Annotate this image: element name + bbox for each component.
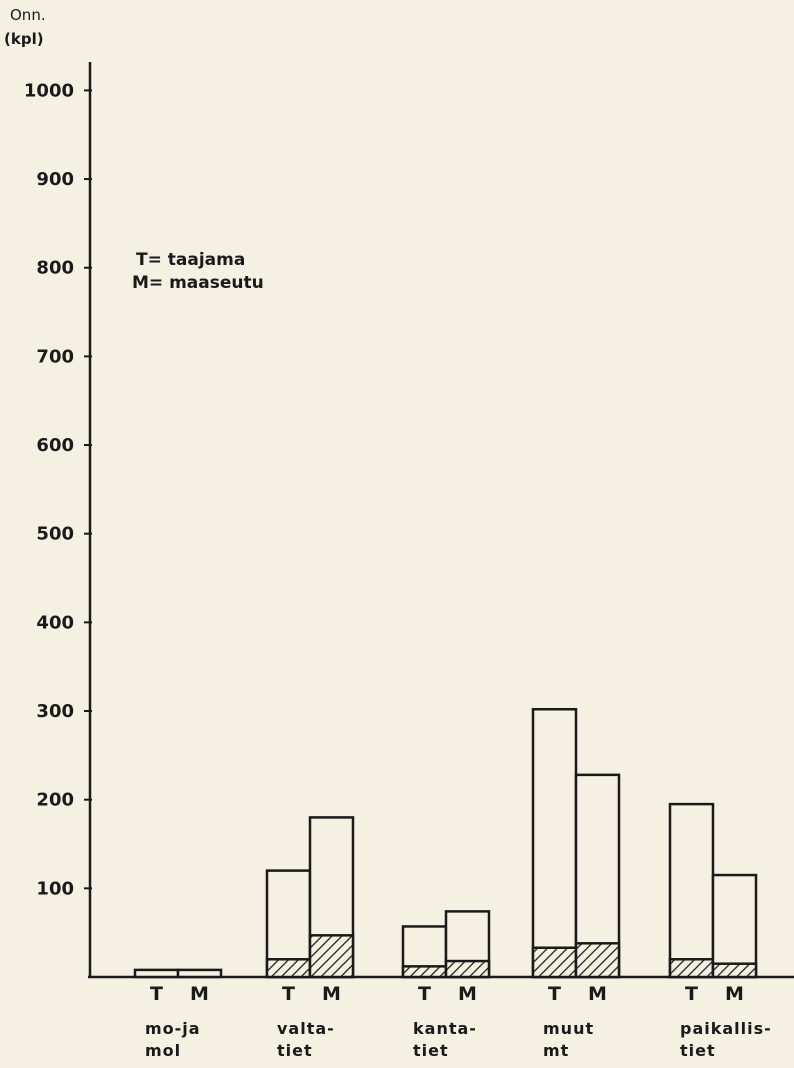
group-label-4-line-2: mt (543, 1041, 569, 1060)
bar-hatched-segment-3-T (401, 965, 448, 979)
group-label-3-line-1: kanta- (413, 1019, 477, 1038)
sub-category-label-3-M: M (458, 983, 477, 1005)
y-axis-ticks: 100 200 300 400 500 600 700 800 900 1000 (24, 80, 92, 899)
bar-group-1: T Mmo-ja mol (133, 968, 223, 1060)
y-axis-label-line-1: Onn. (10, 6, 46, 24)
group-label-3-line-2: tiet (413, 1041, 449, 1060)
y-tick-label-200: 200 (36, 790, 74, 811)
sub-category-label-2-T: T (282, 983, 295, 1005)
y-tick-label-400: 400 (36, 612, 74, 633)
bar-hatched-segment-2-M (308, 934, 355, 979)
sub-category-label-5-T: T (685, 983, 698, 1005)
bar-hatched-segment-5-T (668, 958, 715, 979)
y-tick-label-600: 600 (36, 435, 74, 456)
sub-category-label-5-M: M (725, 983, 744, 1005)
y-tick-label-700: 700 (36, 346, 74, 367)
sub-category-label-1-M: M (190, 983, 209, 1005)
bar-hatched-segment-5-M (711, 962, 758, 979)
sub-category-label-4-M: M (588, 983, 607, 1005)
sub-category-label-1-T: T (150, 983, 163, 1005)
sub-category-label-3-T: T (418, 983, 431, 1005)
legend: T= taajama M= maaseutu (132, 250, 264, 293)
y-tick-label-100: 100 (36, 878, 74, 899)
y-tick-label-900: 900 (36, 169, 74, 190)
bar-hatched-segment-4-T (531, 946, 578, 979)
legend-entry-taajama: T= taajama (136, 250, 245, 270)
group-label-5-line-1: paikallis- (680, 1019, 772, 1038)
y-tick-label-500: 500 (36, 524, 74, 545)
group-label-4-line-1: muut (543, 1019, 594, 1038)
bar-hatched-segment-4-M (574, 942, 621, 979)
group-label-2-line-2: tiet (277, 1041, 313, 1060)
sub-category-label-4-T: T (548, 983, 561, 1005)
bar-1-T (133, 968, 180, 979)
group-label-1-line-1: mo-ja (145, 1019, 201, 1038)
group-label-1-line-2: mol (145, 1041, 181, 1060)
bar-1-M (176, 968, 223, 979)
group-label-5-line-2: tiet (680, 1041, 716, 1060)
sub-category-label-2-M: M (322, 983, 341, 1005)
bar-4-T (531, 707, 578, 979)
bar-hatched-segment-2-T (265, 958, 312, 979)
y-tick-label-300: 300 (36, 701, 74, 722)
bar-5-M (711, 873, 758, 979)
bar-hatched-segment-3-M (444, 959, 491, 979)
group-label-2-line-1: valta- (277, 1019, 335, 1038)
legend-entry-maaseutu: M= maaseutu (132, 273, 264, 293)
bar-5-T (668, 802, 715, 979)
y-tick-label-800: 800 (36, 258, 74, 279)
y-tick-label-1000: 1000 (24, 80, 74, 101)
y-axis-label-line-2: (kpl) (4, 30, 44, 48)
